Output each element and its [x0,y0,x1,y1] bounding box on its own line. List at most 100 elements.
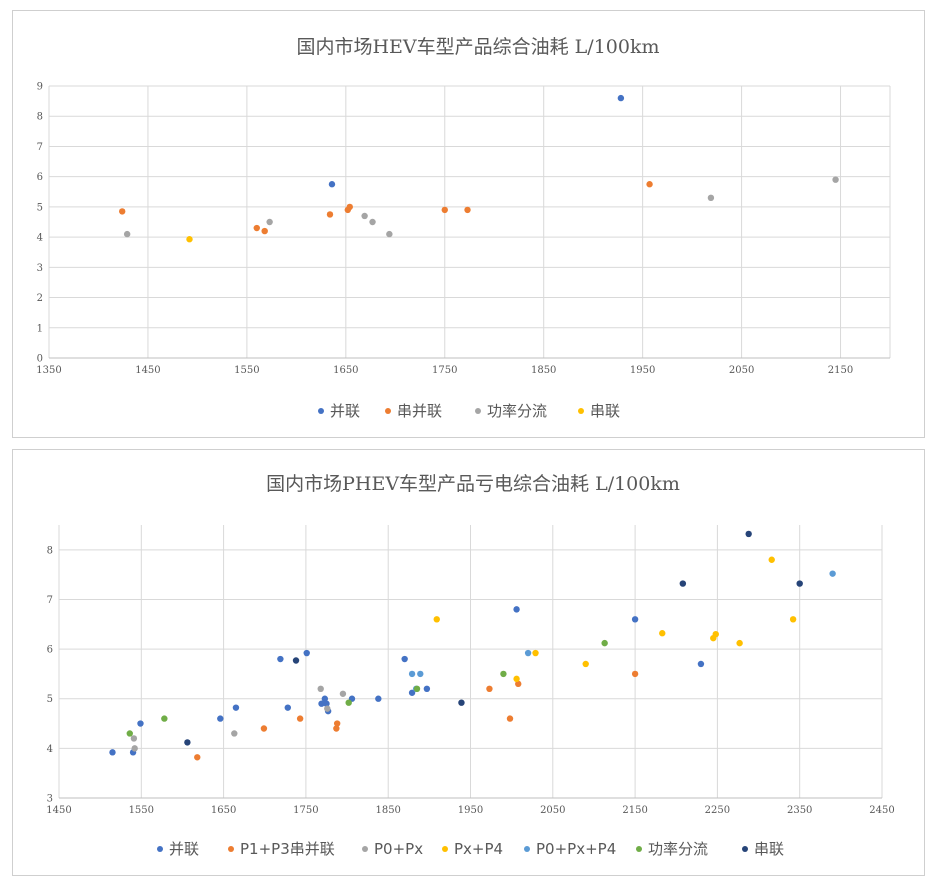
data-point [292,657,300,664]
phev-scatter-chart: 国内市场PHEV车型产品亏电综合油耗 L/100km 1450 1550 1650 17… [46,473,894,858]
series-6 [184,530,803,746]
legend-marker [228,846,234,852]
legend-label: 串并联 [397,402,442,420]
series-3 [186,236,193,243]
data-point [679,580,687,587]
legend-label: P0+Px [374,840,423,858]
data-point [232,704,240,711]
data-point [260,725,268,732]
chart-title: 国内市场PHEV车型产品亏电综合油耗 L/100km [266,473,680,495]
y-tick-label: 4 [47,744,53,755]
x-tick-label: 1650 [333,365,358,376]
data-point [789,616,797,623]
x-tick-label: 2250 [705,805,730,816]
data-point [524,649,532,657]
y-tick-label: 5 [47,694,53,705]
data-point [697,660,705,668]
data-point [318,700,325,707]
data-point [296,715,304,722]
data-point [339,690,347,697]
legend-label: P1+P3串并联 [240,840,335,858]
data-point [317,685,324,692]
data-point [123,230,131,238]
legend-label: P0+Px+P4 [536,840,616,858]
data-point [184,739,191,746]
legend-marker [385,408,391,414]
y-tick-label: 3 [47,794,53,805]
data-point [253,224,260,232]
x-tick-label: 1750 [293,805,318,816]
data-point [109,749,116,756]
data-point [277,655,284,663]
data-point [303,649,310,657]
data-point [464,206,471,214]
legend-marker [362,846,368,852]
x-tick-label: 2350 [787,805,812,816]
data-point [408,689,416,696]
series-2 [130,685,347,752]
data-point [532,649,539,657]
y-tick-label: 8 [37,112,43,123]
x-tick-label: 1450 [46,805,71,816]
data-point [194,754,201,761]
gridlines [58,525,883,799]
data-point [323,700,330,707]
data-point [326,211,334,218]
x-tick-label: 1750 [432,365,457,376]
x-tick-label: 2150 [828,365,853,376]
data-point [137,720,144,727]
data-point [631,670,639,678]
data-point [266,218,273,226]
data-point [408,670,416,678]
y-tick-label: 7 [37,142,43,153]
x-tick-label: 1950 [458,805,483,816]
legend-label: 串联 [590,402,620,420]
x-tick-label: 1850 [531,365,556,376]
series-3 [433,556,797,683]
data-point [768,556,775,563]
series-2 [123,176,839,238]
data-point [712,631,719,638]
data-point [458,699,465,706]
legend-marker [636,846,642,852]
data-point [119,208,126,215]
y-tick-label: 8 [47,545,53,556]
data-point [745,530,752,538]
data-point [386,230,393,238]
series-1 [119,181,653,235]
data-point [832,176,839,183]
legend-marker [157,846,163,852]
y-tick-label: 1 [37,323,43,334]
series-5 [126,639,608,737]
data-point [631,616,639,623]
series-0 [109,606,705,756]
chart-title: 国内市场HEV车型产品综合油耗 L/100km [296,36,659,58]
data-point [506,715,514,722]
data-point [417,670,424,678]
legend-label: Px+P4 [454,840,503,858]
y-tick-label: 9 [37,82,43,93]
series-1 [194,670,639,761]
legend-marker [578,408,584,414]
series-0 [328,94,625,188]
legend: 并联 P1+P3串并联 P0+Px Px+P4 P0+Px+P4 功率分流 串联 [157,840,784,858]
data-point [513,675,520,683]
data-point [369,218,376,226]
legend-label: 串联 [754,840,784,858]
data-point [515,680,522,688]
x-tick-label: 2450 [869,805,894,816]
y-tick-label: 2 [37,293,43,304]
data-point [324,705,331,712]
data-point [346,203,353,211]
y-tick-label: 0 [37,354,43,365]
y-tick-label: 7 [47,595,53,606]
data-point [333,720,341,727]
data-point [284,704,291,711]
data-point [130,735,138,742]
series-4 [408,570,836,692]
x-tick-label: 1850 [375,805,400,816]
x-tick-label: 2050 [729,365,754,376]
gridlines [48,85,891,359]
data-point [345,699,352,706]
